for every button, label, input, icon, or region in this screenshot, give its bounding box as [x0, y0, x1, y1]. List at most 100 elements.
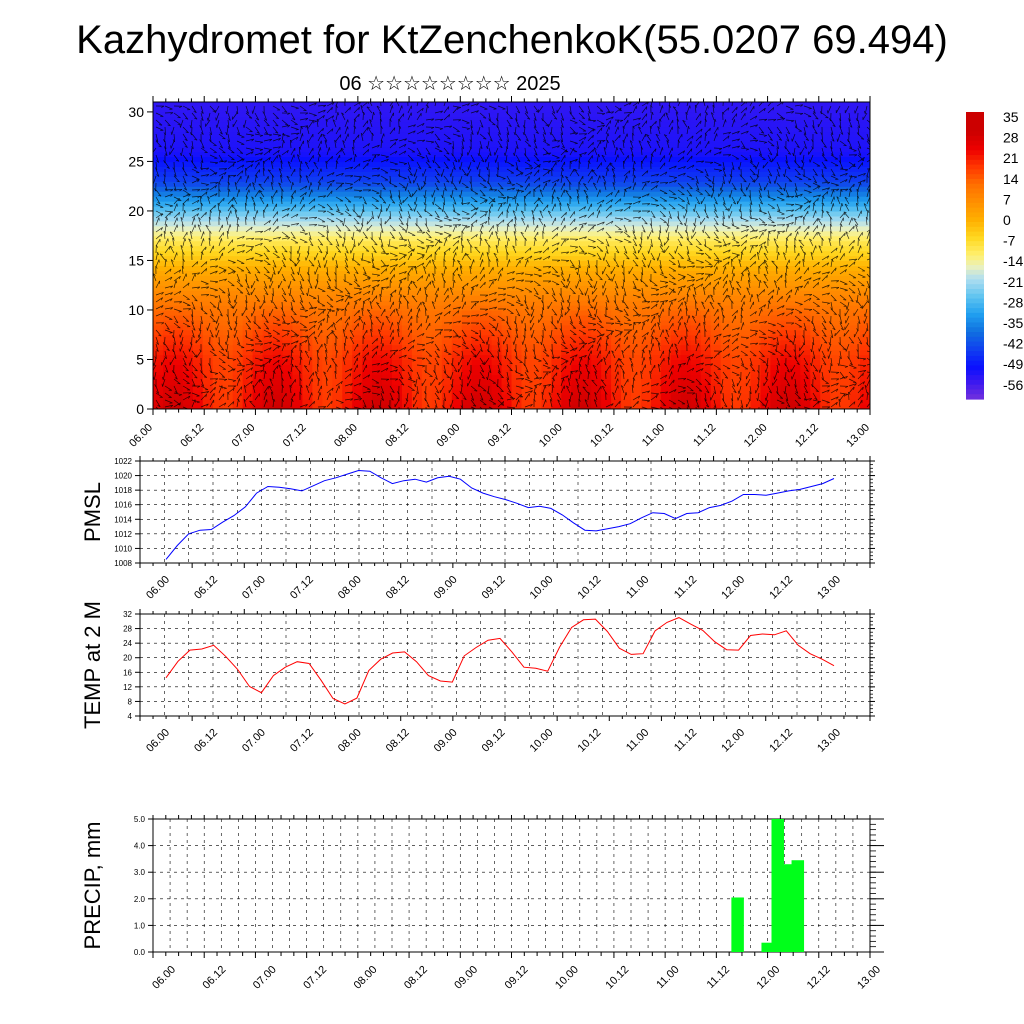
pmsl-panel-y-axis-label: PMSL — [80, 482, 105, 542]
temp-panel-y-tick-label: 12 — [123, 683, 132, 692]
heatmap-x-tick-label: 09.12 — [486, 422, 514, 450]
precip-x-tick-label: 11.00 — [654, 964, 681, 991]
pmsl-panel-x-tick-label: 12.00 — [719, 574, 747, 602]
precip-x-tick-label: 13.00 — [855, 964, 883, 992]
precip-bar — [771, 819, 784, 952]
temp-panel-y-axis-label: TEMP at 2 M — [80, 601, 105, 729]
precip-y-tick-label: 1.0 — [134, 921, 146, 930]
pmsl-panel-x-tick-label: 13.00 — [815, 574, 843, 602]
colorbar-label: 28 — [1003, 130, 1019, 146]
precip-bar — [761, 942, 774, 952]
pmsl-panel-x-tick-label: 11.12 — [672, 574, 699, 601]
colorbar-label: -56 — [1003, 377, 1023, 393]
temp-panel-y-tick-label: 28 — [123, 625, 132, 634]
temp-panel-x-tick-label: 08.12 — [384, 727, 412, 755]
temp-panel-y-tick-label: 20 — [123, 654, 132, 663]
heatmap-x-tick-label: 09.00 — [434, 422, 462, 450]
colorbar-label: -7 — [1003, 233, 1016, 249]
temperature-cross-section: 0 5 10 15 20 25 30 06.00 06.12 07.00 07.12 08.00 08.… — [127, 96, 872, 450]
pmsl-panel-x-tick-label: 10.00 — [528, 574, 556, 602]
temp-panel-x-tick-label: 13.00 — [815, 727, 843, 755]
colorbar-label: -21 — [1003, 274, 1023, 290]
temp-panel-x-tick-label: 09.00 — [432, 727, 460, 755]
pmsl-panel-y-tick-label: 1018 — [114, 486, 132, 495]
pmsl-panel-series-line — [165, 469, 835, 560]
precip-bar — [731, 897, 744, 952]
heatmap-x-tick-label: 07.12 — [281, 422, 309, 450]
precip-x-tick-label: 11.12 — [705, 964, 732, 991]
precip-y-tick-label: 2.0 — [134, 895, 146, 904]
precip-x-tick-label: 08.12 — [402, 964, 430, 992]
pmsl-panel-x-tick-label: 06.00 — [144, 574, 172, 602]
colorbar-label: 14 — [1003, 171, 1019, 187]
temp-panel-series-line — [165, 617, 835, 705]
pmsl-panel-x-tick-label: 11.00 — [624, 574, 651, 601]
heatmap-x-tick-label: 10.12 — [588, 422, 616, 450]
temp-panel-y-tick-label: 8 — [128, 697, 133, 706]
precip-panel: 0.0 1.0 2.0 3.0 4.0 5.0 PRECIP, mm 06.00 06.12 07… — [80, 815, 884, 992]
heatmap-y-tick-label: 5 — [136, 351, 144, 367]
temp-panel-x-tick-label: 07.00 — [240, 727, 268, 755]
precip-y-tick-label: 4.0 — [134, 842, 146, 851]
precip-x-tick-label: 12.00 — [754, 964, 782, 992]
pmsl-panel-y-tick-label: 1012 — [114, 530, 132, 539]
pmsl-panel: 1008 1010 1012 1014 1016 1018 1020 1022 PMSL 06.0… — [80, 456, 875, 602]
precip-x-tick-label: 10.12 — [603, 964, 631, 992]
precip-x-tick-label: 07.12 — [301, 964, 329, 992]
page-title: Kazhydromet for KtZenchenkoK(55.0207 69.… — [76, 18, 948, 62]
heatmap-y-tick-label: 10 — [128, 302, 144, 318]
colorbar-label: -35 — [1003, 315, 1023, 331]
heatmap-x-tick-label: 08.12 — [383, 422, 411, 450]
precip-bar — [791, 860, 805, 952]
precip-x-tick-label: 08.00 — [352, 964, 380, 992]
heatmap-y-tick-label: 30 — [128, 104, 144, 120]
wind-arrows — [153, 102, 870, 409]
colorbar-label: 0 — [1003, 212, 1011, 228]
colorbar-label: -14 — [1003, 253, 1023, 269]
precip-x-tick-label: 06.12 — [201, 964, 229, 992]
pmsl-panel-x-tick-label: 07.00 — [240, 574, 268, 602]
pmsl-panel-x-tick-label: 06.12 — [192, 574, 220, 602]
temp-panel-x-tick-label: 11.00 — [624, 727, 651, 754]
precip-y-tick-label: 0.0 — [134, 948, 146, 957]
heatmap-x-tick-label: 07.00 — [230, 422, 258, 450]
precip-x-tick-label: 06.00 — [150, 964, 178, 992]
colorbar-label: 35 — [1003, 109, 1019, 125]
pmsl-panel-y-tick-label: 1010 — [114, 544, 132, 553]
heatmap-y-tick-label: 15 — [128, 252, 144, 268]
heatmap-x-tick-label: 10.00 — [537, 422, 565, 450]
pmsl-panel-x-tick-label: 09.12 — [480, 574, 508, 602]
pmsl-panel-y-tick-label: 1016 — [114, 501, 132, 510]
precip-x-tick-label: 09.12 — [503, 964, 531, 992]
temp-panel-x-tick-label: 10.00 — [528, 727, 556, 755]
heatmap-x-tick-label: 06.00 — [127, 422, 155, 450]
precip-y-tick-label: 3.0 — [134, 868, 146, 877]
temp-panel-x-tick-label: 06.00 — [144, 727, 172, 755]
pmsl-panel-x-tick-label: 07.12 — [288, 574, 316, 602]
pmsl-panel-y-tick-label: 1014 — [114, 515, 132, 524]
colorbar-legend: 35 28 21 14 7 0 -7 -14 -21 -28 -35 -42 -49 -56 — [966, 109, 1023, 400]
pmsl-panel-y-tick-label: 1008 — [114, 559, 132, 568]
temp-panel-x-tick-label: 06.12 — [192, 727, 220, 755]
pmsl-panel-x-tick-label: 09.00 — [432, 574, 460, 602]
heatmap-x-tick-label: 08.00 — [332, 422, 360, 450]
pmsl-panel-x-tick-label: 08.00 — [336, 574, 364, 602]
precip-bar — [781, 864, 795, 952]
pmsl-panel-y-tick-label: 1020 — [114, 472, 132, 481]
temp-panel-x-tick-label: 12.12 — [767, 727, 795, 755]
colorbar-label: 21 — [1003, 150, 1019, 166]
heatmap-y-tick-label: 20 — [128, 203, 144, 219]
heatmap-x-tick-label: 12.00 — [742, 422, 770, 450]
temp-panel-y-tick-label: 32 — [123, 610, 132, 619]
pmsl-panel-x-tick-label: 12.12 — [767, 574, 795, 602]
temp-panel-x-tick-label: 07.12 — [288, 727, 316, 755]
precip-x-tick-label: 12.12 — [805, 964, 833, 992]
pmsl-panel-x-tick-label: 08.12 — [384, 574, 412, 602]
temp-panel: 4 8 12 16 20 24 28 32 TEMP at 2 M 06.00 06.12 07.00… — [80, 601, 875, 755]
colorbar-label: -28 — [1003, 294, 1023, 310]
colorbar-label: -42 — [1003, 336, 1023, 352]
heatmap-x-tick-label: 11.00 — [640, 422, 667, 449]
temp-panel-x-tick-label: 10.12 — [576, 727, 604, 755]
temp-panel-x-tick-label: 12.00 — [719, 727, 747, 755]
